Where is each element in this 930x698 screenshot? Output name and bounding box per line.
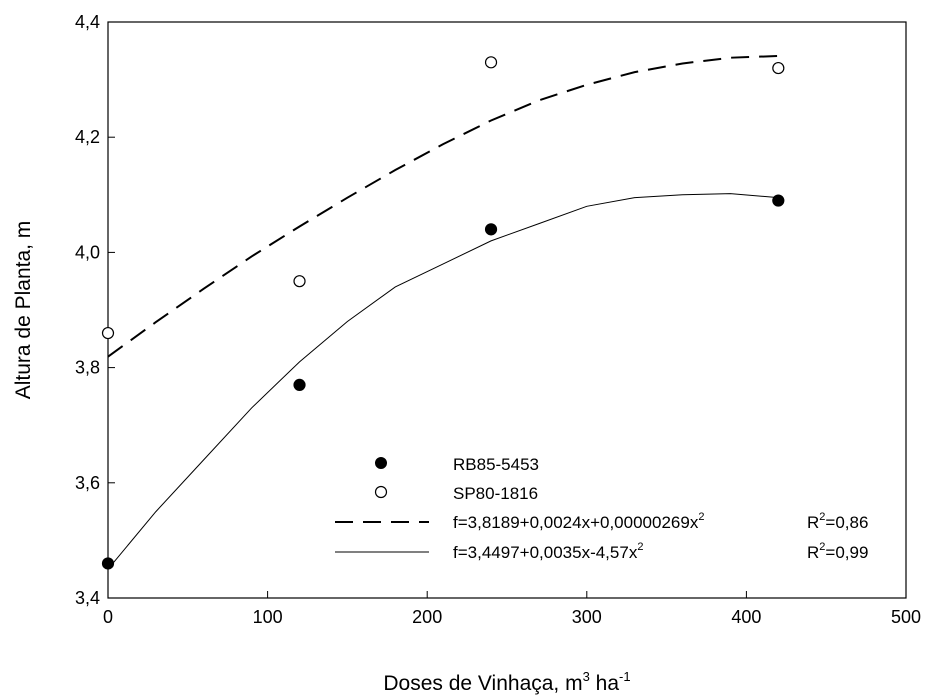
x-tick-label: 100 bbox=[253, 607, 283, 627]
x-tick-label: 400 bbox=[731, 607, 761, 627]
legend-fit-dashed: f=3,8189+0,0024x+0,00000269x2 bbox=[453, 511, 704, 532]
legend-marker-sp80 bbox=[374, 485, 388, 499]
fit-line-solid bbox=[107, 193, 779, 570]
point-rb85-5453 bbox=[484, 223, 498, 236]
x-axis-ticks: 0 100 200 300 400 500 bbox=[103, 591, 921, 627]
legend-label-rb85: RB85-5453 bbox=[453, 455, 539, 474]
plot-frame bbox=[107, 21, 907, 599]
point-sp80-1816 bbox=[101, 326, 115, 340]
legend-marker-rb85 bbox=[375, 457, 387, 469]
y-tick-label: 4,0 bbox=[75, 242, 100, 262]
y-tick-label: 4,2 bbox=[75, 127, 100, 147]
legend: RB85-5453 SP80-1816 f=3,8189+0,0024x+0,0… bbox=[335, 455, 868, 562]
y-axis-ticks: 3,4 3,6 3,8 4,0 4,2 4,4 bbox=[75, 12, 115, 608]
x-tick-label: 0 bbox=[103, 607, 113, 627]
y-tick-label: 4,4 bbox=[75, 12, 100, 32]
legend-label-sp80: SP80-1816 bbox=[453, 484, 538, 503]
x-tick-label: 500 bbox=[891, 607, 921, 627]
point-rb85-5453 bbox=[772, 194, 785, 207]
point-rb85-5453 bbox=[293, 378, 306, 391]
point-rb85-5453 bbox=[101, 557, 115, 570]
y-tick-label: 3,4 bbox=[75, 588, 100, 608]
x-tick-label: 200 bbox=[412, 607, 442, 627]
data-points bbox=[101, 56, 785, 570]
y-axis-label: Altura de Planta, m bbox=[12, 221, 35, 400]
legend-fit-solid: f=3,4497+0,0035x-4,57x2 bbox=[453, 541, 643, 562]
point-sp80-1816 bbox=[772, 61, 785, 75]
x-axis-label: Doses de Vinhaça, m3 ha-1 bbox=[383, 669, 630, 695]
legend-r2-solid: R2=0,99 bbox=[807, 541, 868, 562]
x-tick-label: 300 bbox=[572, 607, 602, 627]
legend-r2-dashed: R2=0,86 bbox=[807, 511, 868, 532]
y-tick-label: 3,6 bbox=[75, 473, 100, 493]
point-sp80-1816 bbox=[293, 275, 306, 288]
y-tick-label: 3,8 bbox=[75, 358, 100, 378]
fit-lines bbox=[107, 54, 779, 570]
point-sp80-1816 bbox=[484, 56, 498, 69]
fit-line-dashed bbox=[107, 54, 779, 358]
